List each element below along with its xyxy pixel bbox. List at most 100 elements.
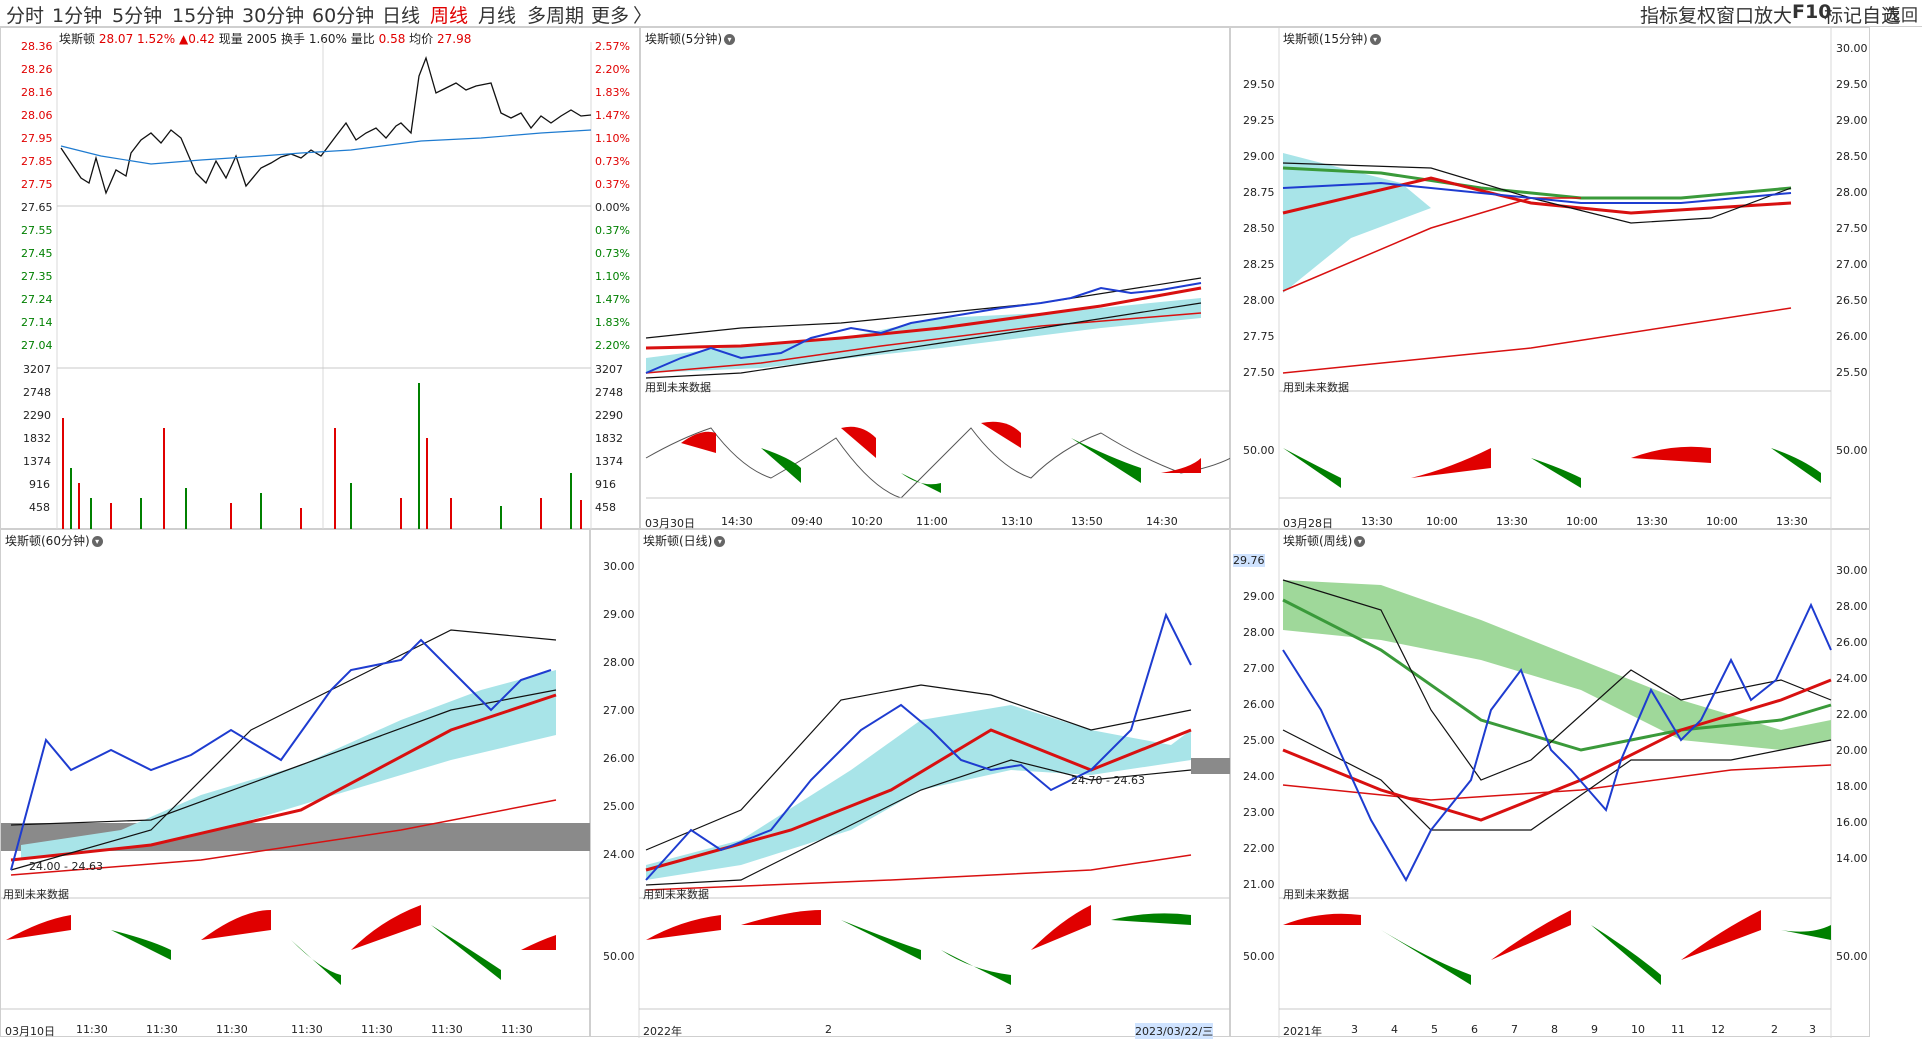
x-tick: 11:30 xyxy=(76,1023,108,1036)
price-tick: 27.65 xyxy=(21,201,53,214)
pane-title: 埃斯顿(日线) ▾ xyxy=(643,532,726,549)
tool-f10-button[interactable]: F10 xyxy=(1792,1,1832,23)
tool-back-button[interactable]: 返回 xyxy=(1884,6,1918,26)
y-tick: 28.00 xyxy=(1243,626,1275,639)
chevron-down-icon[interactable]: ▾ xyxy=(714,536,726,547)
price-tick: 28.06 xyxy=(21,109,53,122)
price-tick: 27.95 xyxy=(21,132,53,145)
period-tab-more[interactable]: 更多 xyxy=(591,5,630,27)
tool-adjust-button[interactable]: 复权 xyxy=(1678,5,1717,27)
chart-pane-5min[interactable]: 埃斯顿(5分钟) ▾ 用到未来数据 03月30日 14:30 09:40 10:2… xyxy=(640,27,1231,530)
pane-title-text: 埃斯顿(60分钟) xyxy=(5,534,90,548)
x-tick: 10:20 xyxy=(851,515,883,528)
volume-ratio-label: 量比 xyxy=(350,32,375,46)
pct-tick: 2.57% xyxy=(595,40,630,53)
y-tick: 25.00 xyxy=(1243,734,1275,747)
y-tick: 27.00 xyxy=(603,704,635,717)
volume-value: 2005 xyxy=(246,32,278,46)
vol-tick: 2290 xyxy=(595,409,623,422)
period-tab-multi[interactable]: 多周期 xyxy=(527,5,585,27)
indicator-tick: 50.00 xyxy=(1243,444,1275,457)
pct-tick: 1.83% xyxy=(595,316,630,329)
chart-pane-60min[interactable]: 埃斯顿(60分钟) ▾ 24.00 - 24.63 用到未来数据 03月10日 1… xyxy=(0,529,591,1038)
x-tick: 7 xyxy=(1511,1023,1518,1036)
y-tick: 29.25 xyxy=(1243,114,1275,127)
chevron-down-icon[interactable]: ▾ xyxy=(91,536,103,547)
y-tick: 26.00 xyxy=(1243,698,1275,711)
price-tick: 28.16 xyxy=(21,86,53,99)
pct-tick: 1.10% xyxy=(595,270,630,283)
period-tab-week[interactable]: 周线 xyxy=(430,5,469,27)
vol-tick: 458 xyxy=(595,501,616,514)
price-tick: 27.85 xyxy=(21,155,53,168)
y-tick: 29.00 xyxy=(1243,150,1275,163)
chart-pane-daily[interactable]: 埃斯顿(日线) ▾ 24.70 - 24.63 用到未来数据 30.00 29.0… xyxy=(590,529,1231,1039)
period-tab-15min[interactable]: 15分钟 xyxy=(172,5,235,27)
kline-chart-weekly xyxy=(1278,530,1832,1038)
period-toolbar: 分时 1分钟 5分钟 15分钟 30分钟 60分钟 日线 周线 月线 多周期 更… xyxy=(0,0,1922,27)
x-tick: 2 xyxy=(1771,1023,1778,1036)
y-tick: 28.75 xyxy=(1243,186,1275,199)
vol-tick: 1832 xyxy=(595,432,623,445)
pct-tick: 0.00% xyxy=(595,201,630,214)
x-tick: 8 xyxy=(1551,1023,1558,1036)
chart-pane-weekly[interactable]: 埃斯顿(周线) ▾ 29.76 用到未来数据 29.00 28.00 27.00 … xyxy=(1230,529,1870,1038)
pane-title-text: 埃斯顿(日线) xyxy=(643,534,713,548)
x-tick: 13:30 xyxy=(1361,515,1393,528)
y-tick: 27.50 xyxy=(1836,222,1868,235)
chevron-down-icon[interactable]: ▾ xyxy=(1369,34,1381,45)
y-tick: 29.50 xyxy=(1836,78,1868,91)
x-tick: 11:00 xyxy=(916,515,948,528)
y-tick: 28.50 xyxy=(1836,150,1868,163)
period-tab-day[interactable]: 日线 xyxy=(382,5,421,27)
tool-watchlist-button[interactable]: 自选 xyxy=(1862,5,1901,27)
date-cursor-tag: 2023/03/22/三 xyxy=(1135,1023,1214,1039)
indicator-tick: 50.00 xyxy=(603,950,635,963)
pct-tick: 2.20% xyxy=(595,63,630,76)
period-tab-month[interactable]: 月线 xyxy=(478,5,517,27)
vol-tick: 2748 xyxy=(23,386,51,399)
vol-tick: 3207 xyxy=(23,363,51,376)
price-tick: 27.35 xyxy=(21,270,53,283)
pane-title: 埃斯顿(60分钟) ▾ xyxy=(5,532,103,549)
x-tick: 11:30 xyxy=(501,1023,533,1036)
period-tab-5min[interactable]: 5分钟 xyxy=(112,5,163,27)
period-tab-1min[interactable]: 1分钟 xyxy=(52,5,103,27)
x-tick: 3 xyxy=(1005,1023,1012,1036)
y-tick: 14.00 xyxy=(1836,852,1868,865)
vol-tick: 916 xyxy=(595,478,616,491)
x-tick: 13:30 xyxy=(1776,515,1808,528)
x-tick: 10 xyxy=(1631,1023,1645,1036)
x-tick: 03月28日 xyxy=(1283,517,1333,530)
x-tick: 9 xyxy=(1591,1023,1598,1036)
x-tick: 13:30 xyxy=(1636,515,1668,528)
x-tick: 2022年 xyxy=(643,1025,682,1038)
pct-tick: 0.73% xyxy=(595,155,630,168)
period-tab-60min[interactable]: 60分钟 xyxy=(312,5,375,27)
y-tick: 22.00 xyxy=(1836,708,1868,721)
y-tick: 28.50 xyxy=(1243,222,1275,235)
x-tick: 11:30 xyxy=(146,1023,178,1036)
x-tick: 2021年 xyxy=(1283,1025,1322,1038)
period-tab-timeshare[interactable]: 分时 xyxy=(6,5,45,27)
tool-zoom-button[interactable]: 放大 xyxy=(1754,5,1793,27)
pct-tick: 0.73% xyxy=(595,247,630,260)
future-data-note: 用到未来数据 xyxy=(643,888,709,901)
chevron-down-icon[interactable]: ▾ xyxy=(724,34,735,45)
x-tick: 13:10 xyxy=(1001,515,1033,528)
tool-mark-button[interactable]: 标记 xyxy=(1824,5,1863,27)
more-chevron-icon[interactable]: 〉 xyxy=(633,5,653,27)
tool-window-button[interactable]: 窗口 xyxy=(1716,5,1755,27)
avg-price-value: 27.98 xyxy=(437,32,472,46)
chevron-down-icon[interactable]: ▾ xyxy=(1354,536,1366,547)
chart-pane-15min[interactable]: 埃斯顿(15分钟) ▾ 用到未来数据 29.50 29.25 29.00 28.7… xyxy=(1230,27,1870,530)
price-tick: 27.14 xyxy=(21,316,53,329)
pct-tick: 1.47% xyxy=(595,293,630,306)
intraday-pane[interactable]: 埃斯顿 28.07 1.52% ▲0.42 现量 2005 换手 1.60% 量… xyxy=(0,27,640,530)
x-tick: 11 xyxy=(1671,1023,1685,1036)
tool-indicator-button[interactable]: 指标 xyxy=(1640,5,1679,27)
period-tab-30min[interactable]: 30分钟 xyxy=(242,5,305,27)
intraday-header: 埃斯顿 28.07 1.52% ▲0.42 现量 2005 换手 1.60% 量… xyxy=(59,30,471,47)
indicator-tick: 50.00 xyxy=(1836,444,1868,457)
pane-title: 埃斯顿(5分钟) ▾ xyxy=(645,30,735,47)
